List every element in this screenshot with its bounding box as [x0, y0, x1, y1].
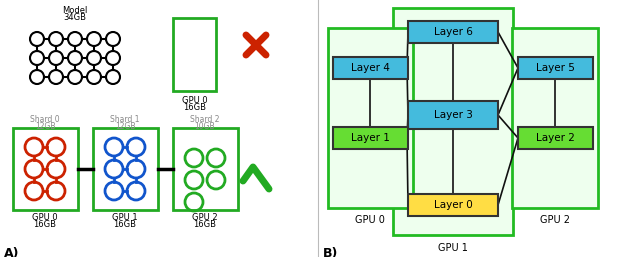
Text: GPU 1: GPU 1 [112, 213, 138, 222]
Bar [13, 128, 77, 210]
Bar [333, 57, 408, 79]
Bar [173, 18, 216, 91]
Text: Layer 3: Layer 3 [433, 110, 472, 120]
Text: Layer 2: Layer 2 [536, 133, 575, 143]
Text: Layer 1: Layer 1 [351, 133, 389, 143]
Text: 16GB: 16GB [193, 220, 216, 229]
Text: 34GB: 34GB [63, 13, 86, 22]
Text: GPU 0: GPU 0 [182, 96, 207, 105]
Text: Model: Model [62, 6, 88, 15]
Text: B): B) [323, 247, 339, 257]
Text: 16GB: 16GB [113, 220, 136, 229]
Text: 12GB: 12GB [115, 122, 135, 131]
Text: Layer 0: Layer 0 [434, 200, 472, 210]
Text: 10GB: 10GB [195, 122, 215, 131]
Bar [408, 194, 498, 216]
Text: A): A) [4, 247, 19, 257]
Bar [408, 101, 498, 129]
Text: GPU 2: GPU 2 [192, 213, 218, 222]
Text: GPU 0: GPU 0 [32, 213, 58, 222]
Bar [393, 8, 513, 235]
Bar [173, 128, 237, 210]
Bar [328, 28, 413, 208]
Text: Layer 4: Layer 4 [351, 63, 389, 73]
Text: Layer 6: Layer 6 [433, 27, 472, 37]
Bar [518, 127, 593, 149]
Text: 12GB: 12GB [35, 122, 55, 131]
Text: 16GB: 16GB [183, 103, 206, 112]
Bar [512, 28, 598, 208]
Text: Layer 5: Layer 5 [536, 63, 575, 73]
Bar [518, 57, 593, 79]
Text: GPU 2: GPU 2 [540, 215, 570, 225]
Bar [333, 127, 408, 149]
Text: Shard 2: Shard 2 [190, 115, 220, 124]
Bar [408, 21, 498, 43]
Text: GPU 1: GPU 1 [438, 243, 468, 253]
Text: Shard 0: Shard 0 [30, 115, 60, 124]
Text: 16GB: 16GB [33, 220, 56, 229]
Bar [93, 128, 157, 210]
Text: Shard 1: Shard 1 [110, 115, 140, 124]
Text: GPU 0: GPU 0 [355, 215, 385, 225]
